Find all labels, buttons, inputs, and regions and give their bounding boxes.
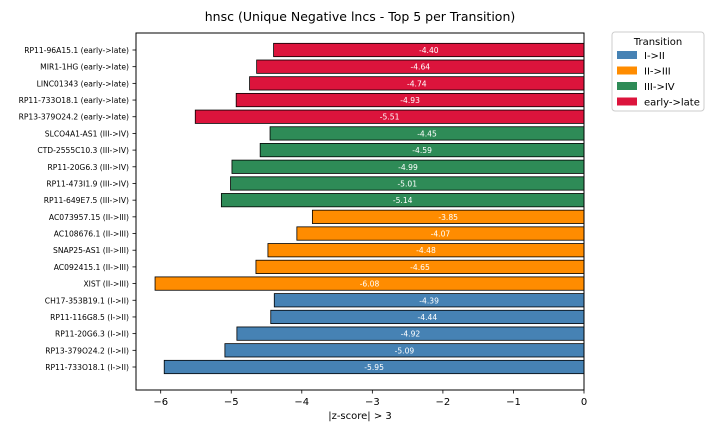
y-tick-label: AC073957.15 (II->III) [49, 213, 129, 222]
bar-value-label: -4.74 [407, 79, 427, 88]
bar-value-label: -4.93 [400, 96, 420, 105]
legend-swatch [617, 82, 637, 90]
bar-value-label: -4.39 [419, 296, 439, 305]
bar-value-label: -6.08 [360, 280, 380, 289]
y-tick-label: CH17-353B19.1 (I->II) [45, 296, 129, 305]
x-tick-label: −1 [506, 397, 521, 408]
y-tick-label: RP13-379O24.2 (early->late) [19, 113, 129, 122]
y-tick-label: RP11-733O18.1 (early->late) [19, 96, 129, 105]
bar-value-label: -4.59 [412, 146, 432, 155]
y-tick-label: RP11-649E7.5 (III->IV) [44, 196, 129, 205]
bar-value-label: -4.44 [418, 313, 438, 322]
legend-swatch [617, 97, 637, 106]
legend-swatch [617, 66, 637, 75]
x-tick-label: −3 [365, 397, 380, 408]
bar-value-label: -5.14 [393, 196, 413, 205]
y-tick-label: RP11-733O18.1 (I->II) [45, 363, 129, 372]
y-tick-label: LINC01343 (early->late) [37, 79, 129, 88]
x-tick-label: −2 [436, 397, 451, 408]
y-tick-label: RP11-96A15.1 (early->late) [24, 46, 129, 55]
y-tick-label: CTD-2555C10.3 (III->IV) [37, 146, 129, 155]
legend-items: I->II II->III III->IV early->late [617, 51, 700, 109]
bar-value-label: -4.40 [419, 46, 439, 55]
bar-value-label: -4.65 [410, 263, 430, 272]
bar-value-label: -5.01 [397, 179, 417, 188]
bar-value-label: -5.09 [395, 346, 415, 355]
legend-label: III->IV [644, 82, 675, 93]
bars-layer: -4.40 RP11-96A15.1 (early->late) -4.64 MIR1… [19, 42, 585, 375]
y-tick-label: AC092415.1 (II->III) [54, 263, 129, 272]
bar-value-label: -4.64 [410, 63, 430, 72]
y-tick-label: SLCO4A1-AS1 (III->IV) [45, 129, 129, 138]
y-tick-label: AC108676.1 (II->III) [54, 230, 129, 239]
chart-title: hnsc (Unique Negative lncs - Top 5 per T… [205, 9, 516, 24]
bar-value-label: -4.07 [431, 230, 451, 239]
y-tick-label: RP11-20G6.3 (I->II) [55, 330, 129, 339]
legend-label: I->II [644, 51, 665, 62]
x-tick-label: −5 [224, 397, 239, 408]
y-tick-label: RP11-473I1.9 (III->IV) [46, 179, 129, 188]
y-tick-label: MIR1-1HG (early->late) [40, 63, 129, 72]
bar-value-label: -5.95 [364, 363, 384, 372]
bar-value-label: -4.48 [416, 246, 436, 255]
legend-title: Transition [633, 37, 682, 48]
legend-swatch [617, 51, 637, 59]
x-tick-label: 0 [581, 397, 587, 408]
bar-value-label: -3.85 [438, 213, 458, 222]
y-tick-label: RP13-379O24.2 (I->II) [45, 346, 129, 355]
x-tick-label: −4 [294, 397, 309, 408]
bar-value-label: -4.92 [401, 330, 421, 339]
bar-value-label: -5.51 [380, 113, 400, 122]
y-tick-label: XIST (II->III) [83, 280, 129, 289]
x-axis-title: |z-score| > 3 [328, 411, 392, 422]
bar-value-label: -4.99 [398, 163, 418, 172]
y-tick-label: RP11-20G6.3 (III->IV) [48, 163, 130, 172]
legend: Transition I->II II->III III->IV early->lat… [611, 31, 705, 112]
y-tick-label: SNAP25-AS1 (II->III) [53, 246, 129, 255]
x-tick-label: −6 [153, 397, 168, 408]
y-tick-label: RP11-116G8.5 (I->II) [50, 313, 129, 322]
x-axis: −6 −5 −4 −3 −2 −1 0 [153, 390, 587, 408]
bar-value-label: -4.45 [417, 129, 437, 138]
legend-label: II->III [644, 67, 671, 78]
plot-frame [135, 32, 585, 391]
legend-label: early->late [644, 98, 700, 109]
